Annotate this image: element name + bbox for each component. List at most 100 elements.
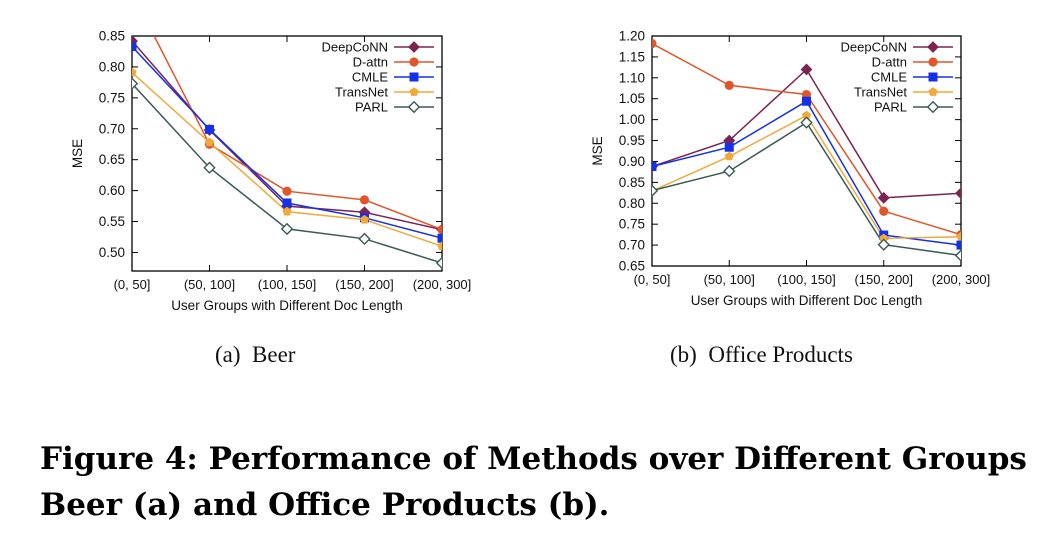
- office-point-d-attn: [879, 206, 889, 216]
- beer-legend-marker-d-attn: [409, 57, 419, 67]
- office-point-transnet: [956, 231, 961, 241]
- office-point-deepconn: [877, 191, 890, 204]
- beer-x-tick-label: (150, 200]: [335, 277, 394, 292]
- beer-legend-label-deepconn: DeepCoNN: [322, 40, 388, 55]
- office-point-parl: [877, 238, 890, 251]
- office-point-deepconn: [800, 63, 813, 76]
- office-y-tick-label: 1.10: [619, 70, 645, 85]
- office-legend-label-cmle: CMLE: [871, 70, 907, 85]
- beer-series-line-parl: [132, 83, 442, 264]
- office-x-tick-label: (200, 300]: [932, 272, 991, 287]
- office-x-tick-label: (100, 150]: [777, 272, 836, 287]
- office-point-d-attn: [652, 38, 657, 49]
- beer-point-transnet: [132, 67, 137, 77]
- beer-x-tick-label: (50, 100]: [184, 277, 235, 292]
- office-x-tick-label: (50, 100]: [704, 272, 755, 287]
- office-y-axis-label: MSE: [590, 136, 605, 165]
- office-point-parl: [723, 164, 736, 178]
- office-point-cmle: [956, 240, 961, 250]
- beer-legend-marker-parl: [407, 100, 421, 114]
- beer-y-axis-label: MSE: [70, 139, 85, 168]
- office-legend-label-deepconn: DeepCoNN: [841, 40, 907, 55]
- office-legend-marker-parl: [926, 100, 940, 114]
- office-legend-marker-d-attn: [928, 57, 938, 67]
- beer-legend-marker-deepconn: [408, 41, 420, 53]
- office-point-d-attn: [724, 80, 734, 90]
- office-series-line-parl: [652, 121, 961, 257]
- office-y-tick-label: 1.00: [619, 112, 645, 127]
- beer-point-cmle: [282, 198, 292, 208]
- office-y-tick-label: 0.65: [619, 259, 645, 274]
- office-x-tick-label: (0, 50]: [634, 272, 671, 287]
- beer-point-parl: [280, 222, 294, 236]
- office-y-tick-label: 0.85: [619, 175, 645, 190]
- beer-point-parl: [358, 232, 371, 246]
- beer-legend-marker-cmle: [409, 72, 419, 82]
- office-point-cmle: [802, 96, 811, 106]
- beer-y-tick-label: 0.75: [99, 90, 125, 105]
- chart-office-products: 0.65 0.70 0.75 0.80 0.85 0.90 0.95 1.00 1.05 1.10…: [520, 0, 1038, 340]
- office-legend-marker-cmle: [928, 72, 938, 82]
- subcaption-a-label: (a): [215, 342, 241, 367]
- office-point-parl: [652, 184, 659, 197]
- office-point-parl: [954, 249, 961, 262]
- beer-x-tick-label: (100, 150]: [258, 277, 317, 292]
- beer-point-parl: [132, 77, 139, 90]
- office-point-cmle: [652, 161, 657, 171]
- beer-point-d-attn: [359, 195, 370, 205]
- figure-caption-line2: Beer (a) and Office Products (b).: [40, 487, 610, 523]
- beer-point-transnet: [282, 206, 292, 216]
- subcaption-a-text: Beer: [252, 342, 296, 367]
- beer-x-tick-label: (0, 50]: [114, 277, 151, 292]
- beer-point-parl: [203, 161, 216, 174]
- office-y-tick-label: 0.70: [619, 238, 645, 253]
- beer-legend-marker-transnet: [409, 87, 419, 96]
- office-point-cmle: [724, 142, 734, 152]
- beer-legend-label-d-attn: D-attn: [353, 55, 388, 70]
- office-point-transnet: [801, 110, 812, 120]
- chart-beer-svg: 0.50 0.55 0.60 0.65 0.70 0.75 0.80 0.85 (0, 50] (…: [70, 29, 472, 314]
- subcaption-b: (b) Office Products: [670, 342, 853, 368]
- beer-x-tick-label: (200, 300]: [413, 277, 472, 292]
- chart-office-products-svg: 0.65 0.70 0.75 0.80 0.85 0.90 0.95 1.00 1.05 1.10…: [590, 29, 991, 309]
- subcaption-a: (a) Beer: [215, 342, 295, 368]
- office-y-tick-label: 0.75: [619, 217, 645, 232]
- office-x-axis-label: User Groups with Different Doc Length: [691, 293, 923, 308]
- office-point-parl: [800, 116, 813, 129]
- beer-point-cmle: [437, 233, 442, 243]
- beer-y-tick-label: 0.80: [99, 59, 125, 74]
- figure-caption-line1: Figure 4: Performance of Methods over Di…: [40, 441, 1038, 477]
- office-y-tick-label: 1.20: [619, 29, 645, 44]
- beer-y-tick-label: 0.60: [99, 183, 125, 198]
- office-legend-marker-deepconn: [927, 41, 939, 53]
- office-y-tick-label: 1.05: [619, 91, 645, 106]
- beer-y-tick-label: 0.55: [99, 214, 125, 229]
- chart-beer: 0.50 0.55 0.60 0.65 0.70 0.75 0.80 0.85 (0, 50] (…: [0, 0, 520, 340]
- beer-legend-label-transnet: TransNet: [335, 85, 388, 100]
- beer-point-transnet: [359, 214, 370, 224]
- beer-series-line-transnet: [132, 71, 442, 248]
- beer-point-d-attn: [437, 224, 442, 235]
- beer-legend-label-cmle: CMLE: [352, 70, 388, 85]
- beer-point-cmle: [132, 42, 137, 52]
- office-y-tick-label: 0.80: [619, 196, 645, 211]
- office-point-deepconn: [955, 187, 961, 200]
- office-point-transnet: [879, 233, 889, 243]
- office-y-tick-label: 0.95: [619, 133, 645, 148]
- office-legend-label-transnet: TransNet: [854, 85, 907, 100]
- beer-point-d-attn: [282, 186, 292, 196]
- beer-x-axis-label: User Groups with Different Doc Length: [171, 298, 403, 313]
- office-y-tick-label: 0.90: [619, 154, 645, 169]
- beer-point-cmle: [205, 124, 214, 134]
- subcaption-b-text: Office Products: [708, 342, 853, 367]
- office-point-transnet: [724, 151, 734, 161]
- office-x-tick-label: (150, 200]: [854, 272, 913, 287]
- subcaption-b-label: (b): [670, 342, 697, 367]
- office-y-tick-label: 1.15: [619, 49, 645, 64]
- beer-y-tick-label: 0.65: [99, 152, 125, 167]
- beer-plot-frame: [131, 35, 443, 272]
- office-series-layer: [652, 38, 961, 262]
- beer-point-transnet: [437, 241, 442, 251]
- office-legend-label-parl: PARL: [874, 100, 907, 115]
